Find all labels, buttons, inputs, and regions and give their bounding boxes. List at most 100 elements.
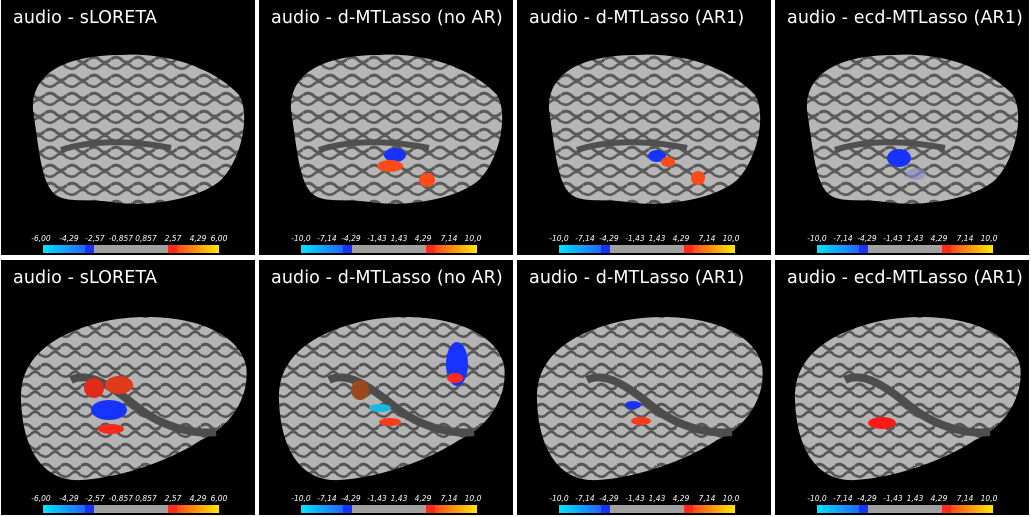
- colorbar-tick: -2,57: [85, 494, 105, 503]
- colorbar-tick: -4,29: [341, 494, 361, 503]
- colorbar-tick: 2,57: [164, 494, 182, 503]
- activation-blob: [447, 373, 463, 383]
- colorbar-gradient: [301, 245, 477, 253]
- colorbar-tick: 7,14: [956, 494, 974, 503]
- colorbar-tick: -4,29: [59, 234, 79, 243]
- colorbar-tick: -6,00: [31, 494, 51, 503]
- colorbar-tick: 4,29: [672, 234, 690, 243]
- colorbar-tick: 10,0: [722, 234, 740, 243]
- activation-blob: [384, 148, 406, 162]
- colorbar-tick: 1,43: [390, 234, 408, 243]
- colorbar-tick: -7,14: [317, 494, 337, 503]
- panel-2: audio - d-MTLasso (no AR) -10,0 -7,14 -4…: [259, 0, 513, 255]
- colorbar-tick: 7,14: [698, 234, 716, 243]
- colorbar-tick: -4,29: [341, 234, 361, 243]
- colorbar-tick: 1,43: [648, 494, 666, 503]
- panel-title: audio - d-MTLasso (no AR): [271, 268, 503, 288]
- colorbar-gradient: [817, 505, 993, 513]
- panel-title: audio - sLORETA: [13, 268, 157, 288]
- colorbar-tick: -1,43: [367, 494, 387, 503]
- colorbar-tick: 10,0: [980, 234, 998, 243]
- colorbar-tick: -1,43: [625, 494, 645, 503]
- colorbar-gradient: [301, 505, 477, 513]
- brain-surface-image: [20, 317, 247, 481]
- colorbar-tick: 10,0: [464, 234, 482, 243]
- colorbar-tick: -4,29: [599, 494, 619, 503]
- colorbar-tick: -10,0: [291, 494, 311, 503]
- activation-blob: [631, 417, 651, 425]
- panel-5: audio - sLORETA -6,00 -4,29 -2,57 -0,857…: [1, 260, 255, 515]
- colorbar-ticks: -6,00 -4,29 -2,57 -0,857 0,857 2,57 4,29…: [31, 234, 227, 243]
- colorbar-tick: 10,0: [464, 494, 482, 503]
- colorbar: -10,0 -7,14 -4,29 -1,43 1,43 4,29 7,14 1…: [549, 494, 739, 514]
- colorbar-gradient: [43, 505, 219, 513]
- panel-title: audio - sLORETA: [13, 8, 157, 28]
- colorbar-ticks: -10,0 -7,14 -4,29 -1,43 1,43 4,29 7,14 1…: [291, 494, 481, 503]
- colorbar-tick: 7,14: [698, 494, 716, 503]
- colorbar-tick: -7,14: [833, 234, 853, 243]
- colorbar-tick: -10,0: [291, 234, 311, 243]
- brain-surface-image: [32, 54, 245, 204]
- brain-surface-image: [536, 317, 763, 481]
- colorbar-tick: 1,43: [906, 234, 924, 243]
- colorbar-tick: 4,29: [930, 234, 948, 243]
- activation-blob: [105, 376, 133, 394]
- colorbar-tick: -1,43: [883, 234, 903, 243]
- colorbar-tick: -0,857: [108, 494, 134, 503]
- activation-blob: [379, 418, 401, 426]
- colorbar: -6,00 -4,29 -2,57 -0,857 0,857 2,57 4,29…: [31, 234, 227, 254]
- panel-title: audio - d-MTLasso (AR1): [529, 268, 745, 288]
- colorbar-tick: -7,14: [317, 234, 337, 243]
- colorbar-tick: -1,43: [625, 234, 645, 243]
- panel-1: audio - sLORETA -6,00 -4,29 -2,57 -0,857…: [1, 0, 255, 255]
- colorbar-tick: 1,43: [648, 234, 666, 243]
- colorbar-tick: 6,00: [210, 234, 228, 243]
- colorbar-tick: 0,857: [135, 494, 157, 503]
- brain-surface-image: [806, 54, 1019, 204]
- colorbar-tick: -4,29: [599, 234, 619, 243]
- colorbar-gradient: [43, 245, 219, 253]
- activation-blob: [648, 150, 666, 162]
- colorbar-ticks: -10,0 -7,14 -4,29 -1,43 1,43 4,29 7,14 1…: [807, 234, 997, 243]
- colorbar-tick: -10,0: [549, 494, 569, 503]
- activation-blob: [377, 160, 403, 172]
- brain-surface-image: [278, 317, 505, 481]
- colorbar-tick: 4,29: [414, 494, 432, 503]
- activation-blob: [906, 168, 926, 180]
- activation-blob: [887, 149, 911, 167]
- colorbar-gradient: [817, 245, 993, 253]
- colorbar-tick: -10,0: [807, 494, 827, 503]
- colorbar: -10,0 -7,14 -4,29 -1,43 1,43 4,29 7,14 1…: [549, 234, 739, 254]
- colorbar: -10,0 -7,14 -4,29 -1,43 1,43 4,29 7,14 1…: [291, 234, 481, 254]
- colorbar: -10,0 -7,14 -4,29 -1,43 1,43 4,29 7,14 1…: [807, 234, 997, 254]
- colorbar-ticks: -10,0 -7,14 -4,29 -1,43 1,43 4,29 7,14 1…: [807, 494, 997, 503]
- activation-blob: [625, 401, 641, 409]
- colorbar-tick: 7,14: [440, 234, 458, 243]
- colorbar-ticks: -10,0 -7,14 -4,29 -1,43 1,43 4,29 7,14 1…: [549, 494, 739, 503]
- activation-blob: [98, 424, 124, 434]
- panel-title: audio - ecd-MTLasso (AR1): [787, 8, 1023, 28]
- colorbar-tick: 10,0: [722, 494, 740, 503]
- colorbar-tick: 0,857: [135, 234, 157, 243]
- colorbar-tick: 4,29: [189, 234, 207, 243]
- panel-6: audio - d-MTLasso (no AR) -10,0 -7,14 -4…: [259, 260, 513, 515]
- colorbar-tick: -4,29: [59, 494, 79, 503]
- activation-blob: [84, 378, 104, 398]
- activation-blob: [91, 400, 127, 420]
- colorbar-tick: -7,14: [833, 494, 853, 503]
- colorbar: -10,0 -7,14 -4,29 -1,43 1,43 4,29 7,14 1…: [807, 494, 997, 514]
- colorbar-tick: 2,57: [164, 234, 182, 243]
- colorbar-tick: 1,43: [906, 494, 924, 503]
- activation-blob: [369, 404, 391, 412]
- colorbar-ticks: -10,0 -7,14 -4,29 -1,43 1,43 4,29 7,14 1…: [549, 234, 739, 243]
- brain-surface-image: [794, 317, 1021, 481]
- colorbar-tick: 7,14: [956, 234, 974, 243]
- panel-4: audio - ecd-MTLasso (AR1) -10,0 -7,14 -4…: [775, 0, 1029, 255]
- panel-title: audio - d-MTLasso (no AR): [271, 8, 503, 28]
- colorbar-tick: 4,29: [672, 494, 690, 503]
- brain-surface-image: [290, 54, 503, 204]
- colorbar-tick: -0,857: [108, 234, 134, 243]
- panel-title: audio - ecd-MTLasso (AR1): [787, 268, 1023, 288]
- colorbar-tick: 6,00: [210, 494, 228, 503]
